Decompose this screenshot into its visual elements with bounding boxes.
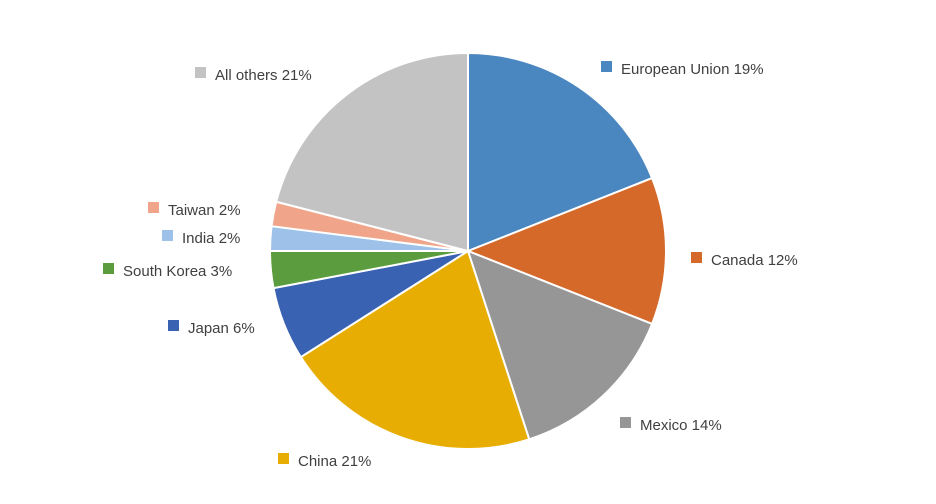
- data-label-south-korea: South Korea 3%: [123, 263, 232, 280]
- data-label-china: China 21%: [298, 453, 371, 470]
- data-label-canada: Canada 12%: [711, 252, 798, 269]
- data-label-india: India 2%: [182, 230, 240, 247]
- label-marker-mexico: [620, 417, 631, 428]
- label-marker-canada: [691, 252, 702, 263]
- label-marker-taiwan: [148, 202, 159, 213]
- pie-slices: [268, 51, 667, 450]
- data-label-taiwan: Taiwan 2%: [168, 202, 241, 219]
- pie-slice-european-union: [467, 51, 654, 253]
- pie-slice-china: [299, 249, 531, 450]
- data-label-all-others: All others 21%: [215, 67, 312, 84]
- pie-data-labels: European Union 19% Canada 12% Mexico 14% Ch…: [103, 61, 798, 470]
- data-label-mexico: Mexico 14%: [640, 417, 722, 434]
- label-marker-india: [162, 230, 173, 241]
- data-label-japan: Japan 6%: [188, 320, 255, 337]
- data-label-european-union: European Union 19%: [621, 61, 764, 78]
- label-marker-all-others: [195, 67, 206, 78]
- label-marker-european-union: [601, 61, 612, 72]
- label-marker-japan: [168, 320, 179, 331]
- pie-slice-canada: [465, 176, 667, 326]
- pie-slice-all-others: [275, 51, 469, 253]
- label-marker-china: [278, 453, 289, 464]
- label-marker-south-korea: [103, 263, 114, 274]
